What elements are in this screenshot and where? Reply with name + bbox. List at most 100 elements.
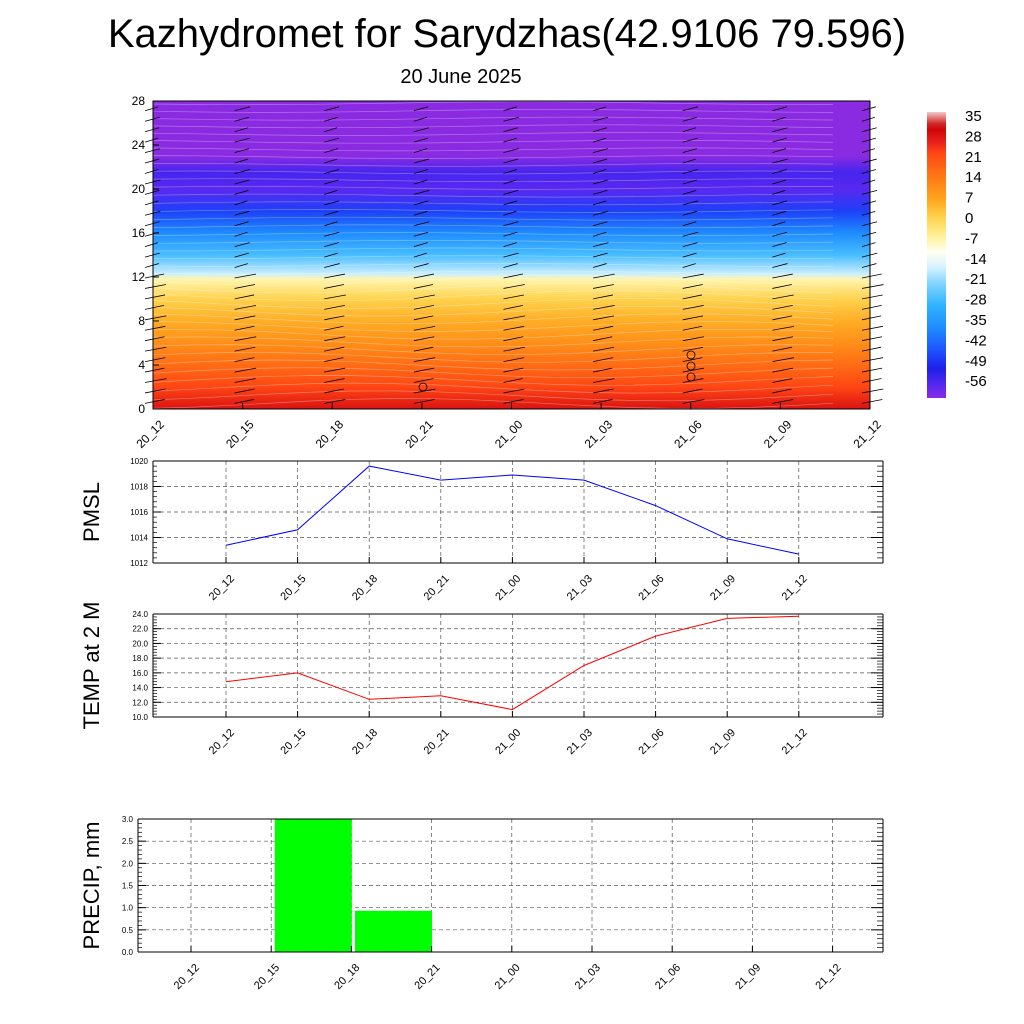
wind-barb xyxy=(772,357,795,362)
wind-barb xyxy=(144,127,160,133)
colorbar-label: 21 xyxy=(965,149,982,166)
grid-lines xyxy=(138,818,883,953)
y-tick-label: 16.0 xyxy=(132,669,148,678)
x-tick-label: 20_21 xyxy=(402,417,436,451)
wind-barb xyxy=(772,179,787,185)
wind-barb xyxy=(144,294,166,300)
wind-barb xyxy=(324,325,344,331)
wind-barb xyxy=(144,304,165,310)
colorbar-fill xyxy=(927,112,946,398)
wind-barb xyxy=(503,127,519,133)
wind-barb xyxy=(861,399,883,404)
wind-barb xyxy=(413,399,435,404)
wind-barb xyxy=(413,221,430,227)
wind-barb xyxy=(324,221,338,227)
wind-barb xyxy=(772,116,786,122)
wind-barb xyxy=(413,357,436,362)
y-tick-label: 18.0 xyxy=(132,654,148,663)
y-tick-label: 1.0 xyxy=(122,904,134,913)
wind-barb xyxy=(682,221,697,227)
wind-barb xyxy=(861,367,883,373)
y-tick-label: 0.5 xyxy=(122,926,134,935)
wind-barb xyxy=(861,137,876,143)
x-tick-label: 21_00 xyxy=(492,417,526,451)
wind-barb xyxy=(503,325,525,331)
wind-barb xyxy=(682,148,697,153)
wind-barb xyxy=(682,106,698,112)
x-tick-label: 21_00 xyxy=(493,727,523,757)
precip-bar xyxy=(274,819,352,952)
wind-barb xyxy=(144,200,159,206)
wind-barb xyxy=(772,294,794,300)
x-tick-label: 21_00 xyxy=(493,962,523,992)
wind-barb xyxy=(503,357,525,362)
y-tick-label: 3.0 xyxy=(122,815,134,824)
wind-barb xyxy=(413,294,435,300)
wind-barb xyxy=(324,315,345,321)
wind-barb xyxy=(861,336,883,342)
wind-barb xyxy=(144,357,166,362)
y-tick-label: 12.0 xyxy=(132,698,148,707)
wind-barb xyxy=(682,200,699,206)
x-tick-label: 21_12 xyxy=(780,727,810,757)
x-tick-label: 20_18 xyxy=(350,573,380,603)
wind-barb xyxy=(413,242,428,248)
wind-barb xyxy=(682,305,704,310)
wind-barb xyxy=(324,116,339,122)
wind-barb xyxy=(144,346,167,352)
wind-barb xyxy=(234,106,251,112)
wind-barb xyxy=(324,252,338,258)
wind-barb xyxy=(234,116,250,122)
chart-title: Kazhydromet for Sarydzhas(42.9106 79.596… xyxy=(107,12,907,56)
wind-barb xyxy=(324,357,344,362)
x-tick-label: 20_12 xyxy=(207,573,237,603)
wind-barb xyxy=(144,106,159,112)
wind-barb xyxy=(324,346,345,352)
wind-barb xyxy=(503,346,526,352)
wind-barb xyxy=(503,252,519,258)
wind-barb xyxy=(682,315,704,321)
wind-barb xyxy=(413,137,429,143)
colorbar-label: -56 xyxy=(965,373,987,390)
x-tick-label: 20_15 xyxy=(252,962,282,992)
wind-barb xyxy=(682,388,703,394)
wind-barb xyxy=(772,221,786,227)
wind-barb xyxy=(144,242,158,248)
wind-barb xyxy=(144,137,159,143)
wind-barb xyxy=(503,284,525,289)
calm-wind-marker xyxy=(418,382,428,392)
wind-barb xyxy=(503,242,517,248)
wind-barb xyxy=(503,367,524,373)
y-tick-label: 24.0 xyxy=(132,610,148,619)
colorbar-label: 0 xyxy=(965,210,973,227)
wind-barb xyxy=(144,273,165,279)
temperature-colorbar: 35 28 21 14 7 0 -7 -14 -21 -28 -35 -42 -49 -56 xyxy=(927,108,987,398)
colorbar-label: 14 xyxy=(965,169,982,186)
wind-barb xyxy=(413,231,429,237)
wind-barb xyxy=(234,399,254,404)
wind-barb xyxy=(861,294,883,300)
x-tick-label: 21_12 xyxy=(850,417,884,451)
wind-barb xyxy=(324,294,346,300)
wind-barb xyxy=(503,169,518,174)
wind-barb xyxy=(861,315,882,321)
wind-barb xyxy=(861,263,877,268)
wind-barb xyxy=(324,137,340,143)
x-tick-label: 21_06 xyxy=(653,962,683,992)
wind-barb xyxy=(234,284,256,289)
wind-barb xyxy=(413,148,428,153)
wind-barb xyxy=(772,346,793,352)
y-tick-label: 16 xyxy=(132,226,146,240)
wind-barb xyxy=(772,169,787,174)
wind-barb xyxy=(593,169,607,174)
x-tick-label: 21_03 xyxy=(565,573,595,603)
wind-barb xyxy=(593,336,613,342)
wind-barb xyxy=(682,127,697,133)
wind-barb xyxy=(324,336,346,342)
wind-barb xyxy=(234,315,256,321)
wind-barb xyxy=(324,148,339,153)
x-tick-label: 20_21 xyxy=(412,962,442,992)
wind-barb xyxy=(861,346,882,352)
x-tick-label: 20_12 xyxy=(133,417,167,451)
